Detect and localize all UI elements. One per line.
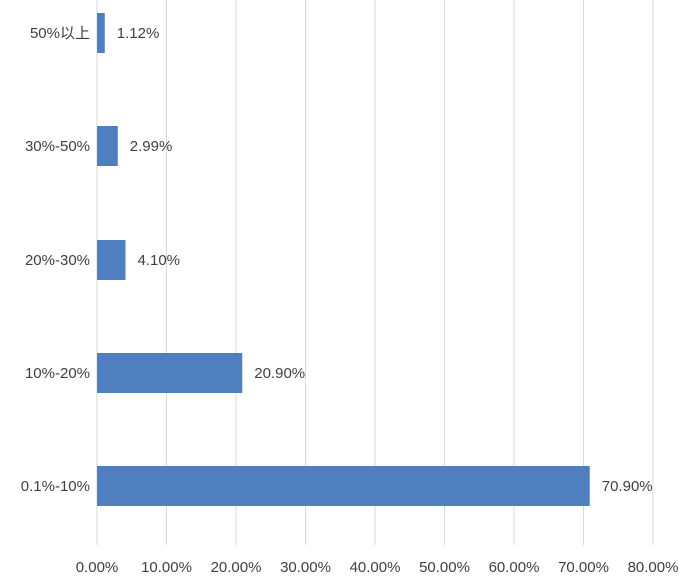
category-label: 50%以上 bbox=[30, 25, 90, 42]
category-label: 30%-50% bbox=[25, 138, 90, 155]
category-label: 0.1%-10% bbox=[21, 478, 90, 495]
x-tick-label: 0.00% bbox=[76, 559, 119, 576]
bar bbox=[97, 126, 118, 166]
x-tick-label: 40.00% bbox=[350, 559, 401, 576]
x-tick-label: 20.00% bbox=[211, 559, 262, 576]
x-tick-label: 50.00% bbox=[419, 559, 470, 576]
x-tick-label: 60.00% bbox=[489, 559, 540, 576]
bar bbox=[97, 13, 105, 53]
x-tick-label: 10.00% bbox=[141, 559, 192, 576]
x-tick-label: 30.00% bbox=[280, 559, 331, 576]
data-label: 4.10% bbox=[137, 252, 180, 269]
data-label: 20.90% bbox=[254, 365, 305, 382]
data-label: 2.99% bbox=[130, 138, 173, 155]
x-tick-label: 80.00% bbox=[628, 559, 679, 576]
data-label: 1.12% bbox=[117, 25, 160, 42]
data-label: 70.90% bbox=[602, 478, 653, 495]
category-label: 10%-20% bbox=[25, 365, 90, 382]
category-label: 20%-30% bbox=[25, 252, 90, 269]
bar bbox=[97, 240, 126, 280]
bar bbox=[97, 353, 243, 393]
x-tick-label: 70.00% bbox=[558, 559, 609, 576]
bar bbox=[97, 466, 590, 506]
